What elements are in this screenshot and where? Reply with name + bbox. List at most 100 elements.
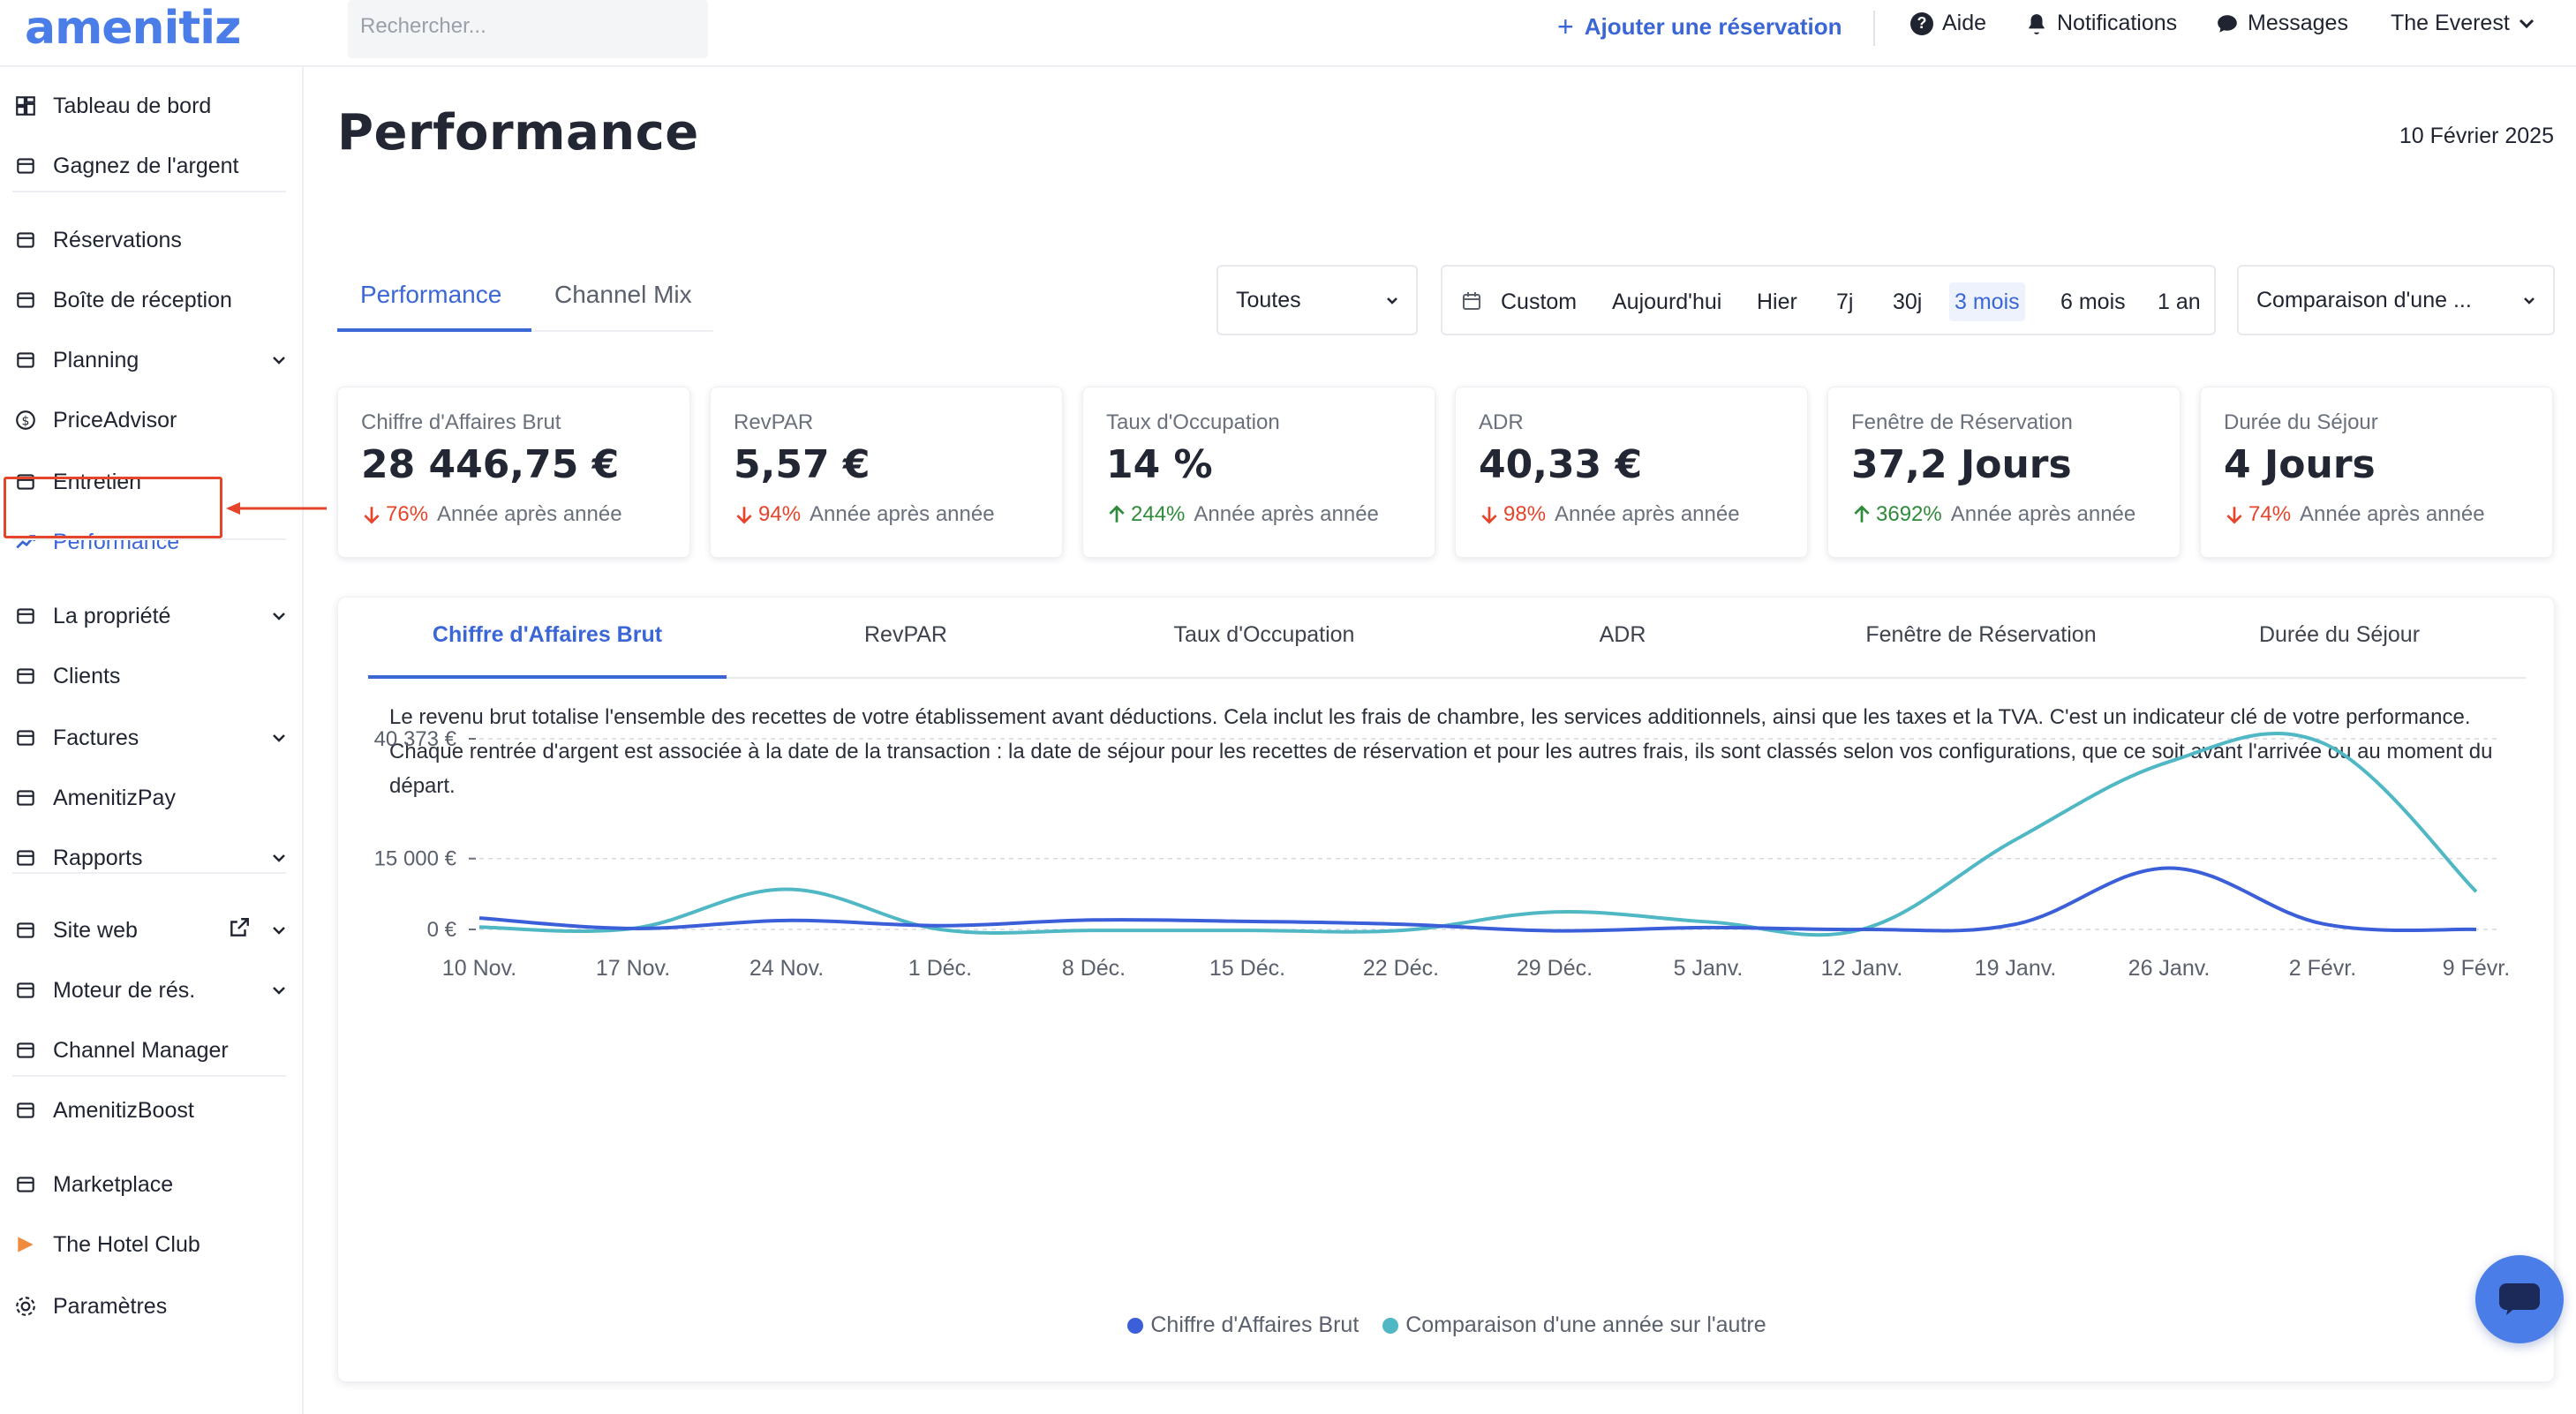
sidebar-item-label: Rapports [53, 845, 143, 870]
sidebar-item-bo-te-de-r-ception[interactable]: Boîte de réception [12, 277, 286, 323]
metric-tab-occupancy[interactable]: Taux d'Occupation [1173, 622, 1355, 647]
metric-tab-length-of-stay[interactable]: Durée du Séjour [2258, 622, 2421, 647]
sidebar-item-param-tres[interactable]: Paramètres [12, 1283, 286, 1329]
metric-tab-gross-revenue[interactable]: Chiffre d'Affaires Brut [432, 622, 663, 647]
sidebar-item-the-hotel-club[interactable]: The Hotel Club [12, 1222, 286, 1267]
sidebar-item-label: Boîte de réception [53, 287, 232, 312]
sidebar-item-label: AmenitizPay [53, 785, 176, 810]
sidebar-item-rapports[interactable]: Rapports [12, 835, 286, 881]
tab-channel-mix[interactable]: Channel Mix [554, 281, 692, 308]
tab-performance[interactable]: Performance [360, 281, 502, 308]
hotel-club-icon [12, 1231, 39, 1258]
notifications-label: Notifications [2057, 11, 2178, 35]
kpi-card[interactable]: ADR 40,33 € 98% Année après année [1455, 387, 1808, 558]
chevron-down-icon[interactable] [272, 920, 286, 941]
chevron-down-icon[interactable] [272, 350, 286, 371]
kpi-suffix: Année après année [1194, 502, 1379, 526]
kpi-percent: 94% [758, 502, 802, 526]
chevron-down-icon[interactable] [272, 980, 286, 1001]
metric-tab-booking-window[interactable]: Fenêtre de Réservation [1865, 622, 2097, 647]
sidebar-item-performance[interactable]: Performance [12, 519, 286, 565]
sidebar-item-marketplace[interactable]: Marketplace [12, 1162, 286, 1207]
inbox-icon [12, 287, 39, 313]
kpi-label: RevPAR [734, 410, 814, 434]
search-input[interactable]: Rechercher... [348, 0, 708, 58]
sidebar-item-r-servations[interactable]: Réservations [12, 217, 286, 263]
external-link-icon[interactable] [228, 916, 251, 939]
kpi-delta: 74% Année après année [2224, 502, 2485, 527]
legend-item-comparison[interactable]: Comparaison d'une année sur l'autre [1382, 1312, 1766, 1338]
chart-legend: Chiffre d'Affaires Brut Comparaison d'un… [338, 1312, 2556, 1340]
sidebar-item-amenitizpay[interactable]: AmenitizPay [12, 775, 286, 821]
x-tick-label: 24 Nov. [749, 956, 824, 981]
card-icon [12, 785, 39, 811]
sidebar-item-priceadvisor[interactable]: $ PriceAdvisor [12, 397, 286, 443]
kpi-value: 37,2 Jours [1851, 442, 2072, 487]
kpi-card[interactable]: Fenêtre de Réservation 37,2 Jours 3692% Ann… [1827, 387, 2181, 558]
y-tick-label: 15 000 € [374, 847, 457, 871]
sidebar-item-clients[interactable]: Clients [12, 653, 286, 699]
sidebar-item-label: Channel Manager [53, 1037, 229, 1063]
add-reservation-button[interactable]: + Ajouter une réservation [1557, 11, 1842, 43]
property-selector[interactable]: The Everest [2391, 11, 2535, 36]
sidebar: Tableau de bord Gagnez de l'argent Réserva… [0, 67, 304, 1414]
period-today[interactable]: Aujourd'hui [1612, 290, 1722, 314]
y-tick-label: 0 € [427, 918, 457, 942]
sidebar-item-entretien[interactable]: Entretien [12, 459, 286, 505]
period-3m[interactable]: 3 mois [1949, 282, 2025, 321]
period-yesterday[interactable]: Hier [1757, 290, 1797, 314]
kpi-suffix: Année après année [437, 502, 622, 526]
arrow-up-icon [1109, 505, 1125, 523]
sidebar-item-factures[interactable]: Factures [12, 715, 286, 761]
sidebar-item-label: Marketplace [53, 1171, 174, 1197]
kpi-percent: 76% [386, 502, 429, 526]
sidebar-item-channel-manager[interactable]: Channel Manager [12, 1027, 286, 1073]
x-tick-label: 1 Déc. [908, 956, 972, 981]
period-1y[interactable]: 1 an [2158, 290, 2201, 314]
calendar-icon [12, 347, 39, 373]
metric-tab-adr[interactable]: ADR [1599, 622, 1646, 647]
y-tick-label: 40 373 € [374, 727, 457, 751]
help-button[interactable]: ? Aide [1910, 11, 1986, 36]
chevron-down-icon[interactable] [272, 727, 286, 748]
messages-label: Messages [2248, 11, 2348, 35]
sidebar-item-label: AmenitizBoost [53, 1097, 194, 1123]
sidebar-item-planning[interactable]: Planning [12, 337, 286, 383]
period-30d[interactable]: 30j [1893, 290, 1923, 314]
kpi-delta: 244% Année après année [1106, 502, 1379, 527]
messages-button[interactable]: Messages [2216, 11, 2348, 36]
kpi-value: 4 Jours [2224, 442, 2376, 487]
kpi-card[interactable]: RevPAR 5,57 € 94% Année après année [710, 387, 1063, 558]
room-filter-select[interactable]: Toutes [1216, 265, 1418, 335]
sidebar-item-tableau-de-bord[interactable]: Tableau de bord [12, 83, 286, 129]
notifications-button[interactable]: Notifications [2025, 11, 2177, 36]
kpi-card[interactable]: Durée du Séjour 4 Jours 74% Année après ann… [2200, 387, 2553, 558]
period-6m[interactable]: 6 mois [2060, 290, 2126, 314]
chevron-down-icon[interactable] [272, 605, 286, 627]
chevron-down-icon[interactable] [272, 847, 286, 869]
metric-tab-revpar[interactable]: RevPAR [863, 622, 947, 647]
svg-text:$: $ [22, 414, 30, 428]
amenitiz-logo[interactable]: amenitiz [25, 2, 241, 55]
x-tick-label: 2 Févr. [2289, 956, 2356, 981]
series-line-gross-revenue[interactable] [478, 866, 2477, 933]
legend-item-current[interactable]: Chiffre d'Affaires Brut [1127, 1312, 1359, 1338]
sidebar-item-la-propri-t-[interactable]: La propriété [12, 593, 286, 639]
sidebar-item-site-web[interactable]: Site web [12, 907, 286, 953]
sidebar-item-label: Tableau de bord [53, 93, 212, 118]
sidebar-item-amenitizboost[interactable]: AmenitizBoost [12, 1087, 286, 1133]
kpi-suffix: Année après année [1555, 502, 1740, 526]
sidebar-item-gagnez-de-l-argent[interactable]: Gagnez de l'argent [12, 143, 286, 189]
sidebar-item-label: Réservations [53, 227, 182, 252]
kpi-value: 14 % [1106, 442, 1213, 487]
period-7d[interactable]: 7j [1836, 290, 1854, 314]
series-line-comparison[interactable] [478, 731, 2478, 937]
kpi-card[interactable]: Taux d'Occupation 14 % 244% Année après ann… [1082, 387, 1435, 558]
period-custom[interactable]: Custom [1501, 290, 1578, 314]
support-chat-button[interactable] [2475, 1255, 2564, 1343]
comparison-select[interactable]: Comparaison d'une ... [2237, 265, 2555, 335]
x-tick-label: 12 Janv. [1821, 956, 1903, 981]
metric-tabs: Chiffre d'Affaires Brut RevPAR Taux d'Oc… [368, 598, 2526, 679]
sidebar-item-moteur-de-r-s-[interactable]: Moteur de rés. [12, 967, 286, 1013]
kpi-card[interactable]: Chiffre d'Affaires Brut 28 446,75 € 76% Ann… [337, 387, 690, 558]
